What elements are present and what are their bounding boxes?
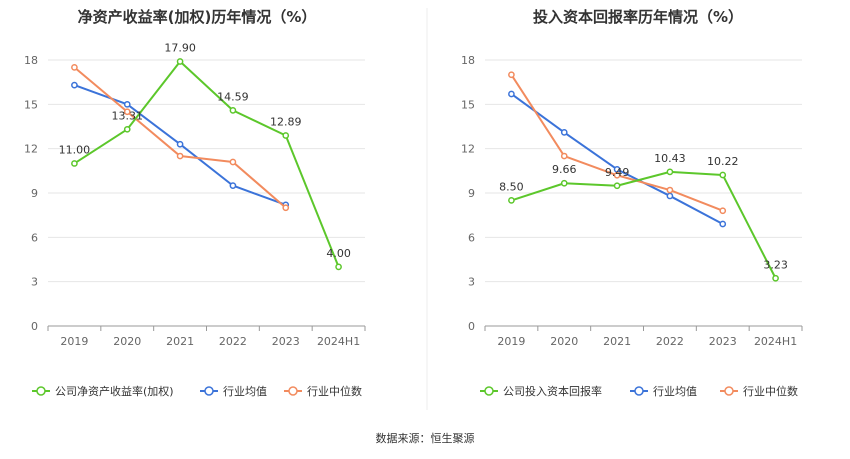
data-label: 13.31 (112, 109, 144, 122)
y-tick-label: 15 (24, 98, 38, 111)
data-label: 3.23 (763, 258, 788, 271)
data-label: 17.90 (164, 41, 196, 54)
legend-item: 公司投入资本回报率 (480, 384, 602, 398)
data-label: 12.89 (270, 116, 302, 129)
data-point (71, 81, 78, 89)
data-point (666, 192, 674, 200)
series-line (511, 170, 777, 279)
data-label: 9.49 (605, 166, 630, 179)
data-point (613, 182, 621, 190)
x-tick-label: 2022 (656, 335, 684, 348)
data-point (282, 204, 290, 212)
x-tick-label: 2020 (113, 335, 141, 348)
series-line (73, 66, 287, 209)
legend-marker (634, 386, 644, 396)
y-tick-label: 3 (468, 276, 475, 289)
legend-item: 行业中位数 (284, 384, 362, 398)
chart-panel-1: 净资产收益率(加权)历年情况（%） 0 3 6 9 12 15 18 2019 2020 2021 2… (24, 8, 366, 398)
legend-item: 行业均值 (200, 385, 267, 398)
data-label: 14.59 (217, 90, 249, 103)
legend-marker (36, 386, 46, 396)
data-point (335, 263, 342, 271)
data-point (508, 90, 515, 98)
y-tick-label: 3 (31, 276, 38, 289)
data-point (123, 125, 131, 133)
y-tick-label: 6 (468, 231, 475, 244)
data-point (176, 140, 184, 148)
data-point (719, 207, 727, 215)
x-tick-label: 2019 (497, 335, 525, 348)
y-tick-label: 12 (461, 143, 475, 156)
data-point (560, 179, 568, 187)
y-tick-label: 18 (24, 54, 38, 67)
y-tick-label: 15 (461, 98, 475, 111)
data-label: 10.43 (654, 152, 686, 165)
x-tick-label: 2020 (550, 335, 578, 348)
data-point (666, 186, 674, 194)
data-point (613, 171, 621, 179)
legend-marker (484, 386, 494, 396)
series-line (510, 93, 724, 225)
data-point (123, 100, 131, 108)
data-point (176, 152, 184, 160)
legend-marker (204, 386, 214, 396)
legend-marker (724, 386, 734, 396)
data-label: 10.22 (707, 155, 739, 168)
x-tick-label: 2019 (60, 335, 88, 348)
series-line (73, 60, 340, 268)
legend-label: 行业均值 (223, 385, 267, 398)
y-tick-label: 9 (31, 187, 38, 200)
data-label: 4.00 (326, 247, 351, 260)
data-label: 9.66 (552, 163, 577, 176)
data-label: 11.00 (59, 143, 91, 156)
y-tick-label: 18 (461, 54, 475, 67)
y-tick-label: 9 (468, 187, 475, 200)
x-tick-label: 2023 (709, 335, 737, 348)
source-text: 数据来源：恒生聚源 (376, 431, 475, 445)
data-point (719, 171, 727, 179)
data-point (229, 158, 237, 166)
x-tick-label: 2024H1 (754, 335, 797, 348)
y-tick-label: 12 (24, 143, 38, 156)
legend-marker (288, 386, 298, 396)
x-tick-label: 2021 (603, 335, 631, 348)
x-tick-label: 2022 (219, 335, 247, 348)
data-point (508, 197, 515, 204)
data-label: 8.50 (499, 180, 524, 193)
data-point (508, 71, 515, 79)
data-point (719, 220, 727, 228)
data-point (176, 58, 184, 65)
x-tick-label: 2021 (166, 335, 194, 348)
y-tick-label: 0 (31, 320, 38, 333)
data-point (560, 129, 568, 136)
legend-label: 行业中位数 (743, 384, 798, 398)
data-point (666, 168, 674, 176)
x-tick-label: 2023 (272, 335, 300, 348)
x-tick-label: 2024H1 (317, 335, 360, 348)
data-point (229, 107, 237, 114)
legend-item: 行业均值 (630, 385, 697, 398)
legend-item: 行业中位数 (720, 384, 798, 398)
y-tick-label: 0 (468, 320, 475, 333)
legend-label: 公司净资产收益率(加权) (55, 384, 174, 398)
y-tick-label: 6 (31, 231, 38, 244)
legend-label: 公司投入资本回报率 (503, 384, 602, 398)
data-point (71, 64, 78, 71)
data-point (71, 160, 78, 167)
chart-title: 净资产收益率(加权)历年情况（%） (78, 8, 317, 26)
data-point (560, 152, 568, 160)
legend-label: 行业均值 (653, 385, 697, 398)
data-point (282, 132, 290, 139)
chart-panel-2: 投入资本回报率历年情况（%） 0 3 6 9 12 15 18 2019 2020 2021 2022… (461, 8, 803, 398)
data-point (772, 274, 779, 282)
data-point (229, 182, 237, 189)
chart-title: 投入资本回报率历年情况（%） (533, 8, 743, 26)
data-point (123, 108, 131, 116)
legend-label: 行业中位数 (307, 384, 362, 398)
legend-item: 公司净资产收益率(加权) (32, 384, 174, 398)
